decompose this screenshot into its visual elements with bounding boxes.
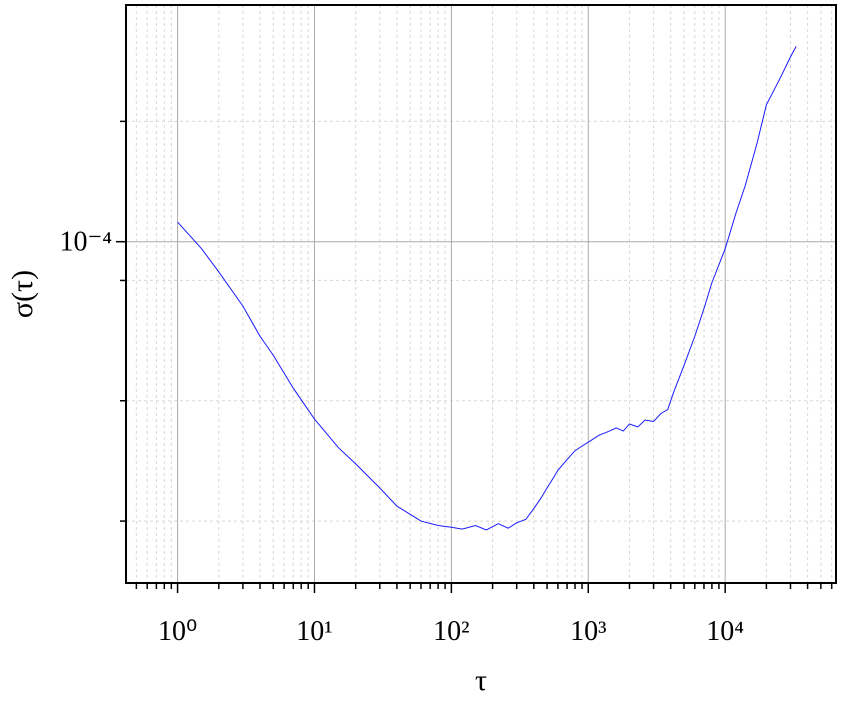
x-tick-label: 10⁴ (706, 616, 744, 647)
x-tick-label: 10¹ (296, 616, 332, 647)
data-line (177, 46, 797, 531)
x-tick-label: 10³ (570, 616, 606, 647)
plot-frame (125, 4, 837, 584)
x-axis-label: τ (475, 664, 487, 697)
x-tick-label: 10⁰ (158, 616, 197, 647)
x-tick-label: 10² (433, 616, 469, 647)
y-tick-label: 10⁻⁴ (59, 227, 112, 258)
y-axis-label: σ(τ) (6, 270, 39, 318)
